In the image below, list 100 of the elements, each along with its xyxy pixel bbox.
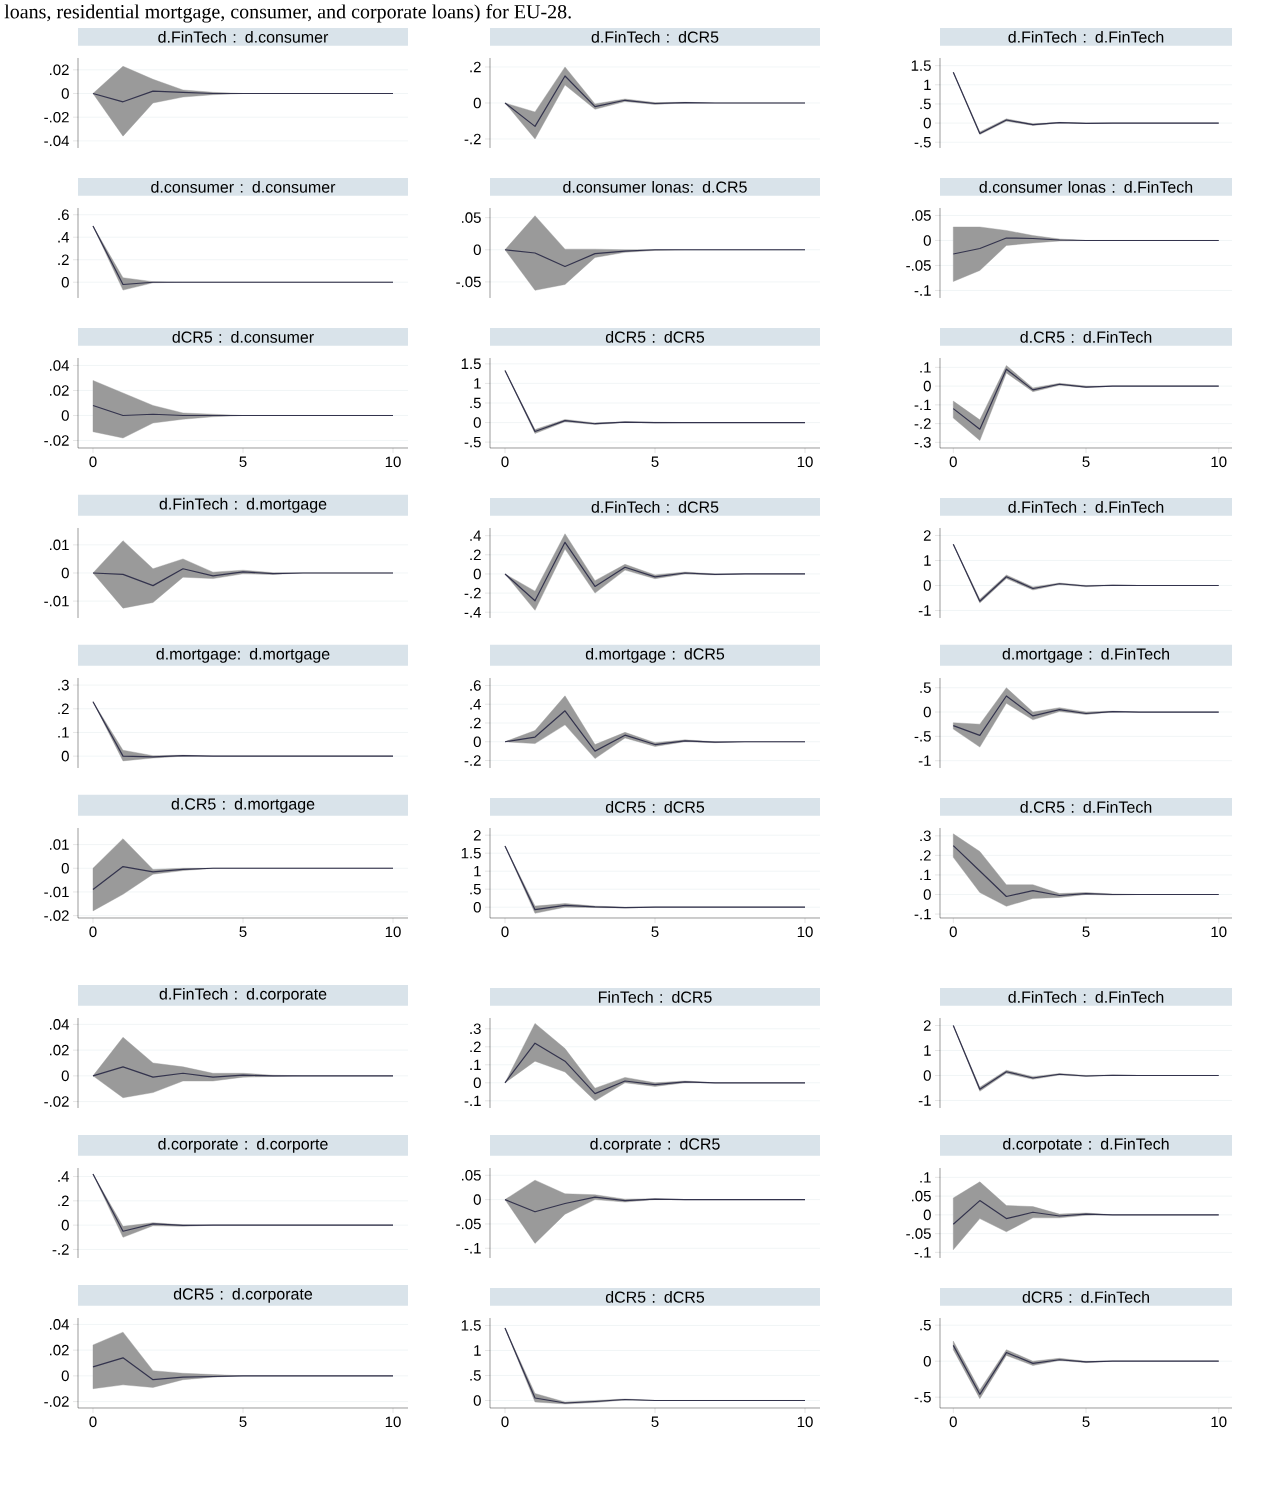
x-tick-label: 5: [651, 1416, 659, 1427]
y-tick-label: 0: [61, 862, 69, 874]
chart-title: d.CR5 : d.mortgage: [171, 797, 315, 813]
x-tick-label: 10: [797, 1416, 813, 1428]
y-tick-label: -.2: [464, 587, 481, 599]
y-tick-label: 1: [474, 1345, 481, 1356]
text: loans, residential mortgage, consumer, and corporate loans) for EU-28.: [4, 4, 571, 23]
y-tick-label: .3: [58, 679, 69, 691]
chart-title: dCR5 : d.consumer: [172, 331, 314, 343]
y-tick-label: -.02: [44, 435, 69, 446]
y-tick-label: .2: [920, 850, 931, 861]
y-tick-label: .01: [49, 839, 69, 850]
y-tick-label: 1.5: [461, 1320, 481, 1331]
y-tick-label: .2: [58, 254, 69, 265]
y-tick-label: .04: [49, 1019, 70, 1030]
x-tick-label: 0: [501, 926, 509, 938]
x-tick-label: 0: [89, 926, 97, 938]
x-tick-label: 10: [1211, 456, 1227, 468]
x-tick-label: 0: [949, 456, 957, 468]
chart-title: d.consumer : d.consumer: [151, 181, 336, 193]
chart-title: d.FinTech : d.mortgage: [159, 497, 327, 513]
y-tick-label: .5: [920, 98, 931, 110]
y-tick-label: -.02: [44, 910, 69, 921]
y-tick-label: .1: [58, 727, 69, 738]
y-tick-label: 0: [61, 1370, 69, 1382]
y-tick-label: 1: [474, 378, 481, 389]
y-tick-label: 0: [61, 750, 69, 762]
x-tick-label: 10: [797, 456, 813, 468]
chart-title: d.CR5 : d.FinTech: [1020, 331, 1152, 343]
y-tick-label: 1: [924, 555, 931, 566]
x-tick-label: 10: [385, 926, 401, 938]
y-tick-label: 0: [61, 1219, 69, 1231]
x-tick-label: 10: [385, 456, 401, 468]
y-tick-label: -.5: [914, 137, 931, 148]
y-tick-label: -.2: [464, 755, 481, 766]
chart-title: d.consumer lonas : d.FinTech: [979, 181, 1193, 193]
y-tick-label: -1: [918, 605, 931, 616]
y-tick-label: -.2: [464, 133, 481, 145]
y-tick-label: .4: [470, 699, 482, 710]
y-tick-label: 0: [923, 889, 931, 900]
y-tick-label: .05: [461, 1169, 481, 1181]
y-tick-label: 0: [473, 97, 481, 109]
chart-title: dCR5 : dCR5: [605, 1291, 705, 1303]
chart-title: d.corpotate : d.FinTech: [1003, 1137, 1169, 1153]
y-tick-label: 1: [924, 79, 931, 90]
y-tick-label: -.05: [456, 1218, 481, 1230]
y-tick-label: .01: [49, 539, 69, 551]
chart-title: d.CR5 : d.FinTech: [1020, 801, 1152, 813]
chart-title: FinTech : dCR5: [598, 991, 712, 1003]
y-tick-label: -1: [918, 1095, 931, 1106]
chart-title: d.consumer lonas: d.CR5: [563, 181, 747, 193]
y-tick-label: .6: [470, 680, 481, 691]
x-tick-label: 0: [949, 926, 957, 938]
y-tick-label: -.1: [464, 1243, 481, 1254]
x-tick-label: 5: [1082, 926, 1090, 937]
chart-title: dCR5 : dCR5: [605, 331, 705, 343]
y-tick-label: 0: [923, 1209, 931, 1221]
y-tick-label: 0: [473, 736, 481, 748]
y-tick-label: 1.5: [461, 358, 481, 370]
y-tick-label: 2: [923, 1020, 931, 1031]
y-tick-label: 0: [923, 1070, 931, 1081]
y-tick-label: 0: [473, 1194, 481, 1205]
x-tick-label: 0: [89, 456, 97, 468]
y-tick-label: -.01: [44, 886, 69, 898]
y-tick-label: -.5: [914, 1391, 931, 1403]
x-tick-label: 5: [1082, 456, 1090, 467]
y-tick-label: .04: [49, 360, 70, 371]
chart-title: dCR5 : dCR5: [605, 801, 705, 813]
y-tick-label: -.05: [906, 260, 931, 271]
x-tick-label: 10: [385, 1416, 401, 1428]
y-tick-label: .02: [49, 385, 69, 396]
y-tick-label: .2: [58, 1195, 69, 1207]
y-tick-label: .02: [49, 1344, 69, 1356]
y-tick-label: -.1: [464, 1095, 481, 1106]
y-tick-label: .05: [461, 212, 481, 223]
y-tick-label: -.5: [914, 731, 931, 742]
x-tick-label: 10: [1211, 1416, 1227, 1428]
x-tick-label: 5: [239, 1416, 247, 1427]
y-tick-label: 0: [473, 568, 481, 580]
y-tick-label: -.1: [914, 399, 931, 411]
y-tick-label: .04: [49, 1319, 70, 1330]
chart-title: d.FinTech : d.FinTech: [1008, 991, 1164, 1003]
y-tick-label: .4: [58, 1171, 70, 1182]
x-tick-label: 10: [1211, 926, 1227, 938]
y-tick-label: 0: [923, 380, 931, 392]
x-tick-label: 5: [239, 926, 247, 937]
y-tick-label: .1: [920, 869, 931, 881]
y-tick-label: 0: [923, 235, 931, 246]
y-tick-label: 0: [923, 117, 931, 129]
chart-title: d.FinTech : dCR5: [591, 501, 719, 513]
y-tick-label: .4: [470, 530, 482, 541]
y-tick-label: .6: [58, 209, 69, 221]
x-tick-label: 5: [1082, 1416, 1090, 1427]
y-tick-label: 0: [923, 1355, 931, 1367]
y-tick-label: .2: [470, 1041, 481, 1053]
y-tick-label: 0: [61, 410, 69, 421]
y-tick-label: .2: [470, 61, 481, 73]
y-tick-label: .05: [911, 1190, 931, 1202]
y-tick-label: .5: [920, 1319, 931, 1331]
chart-title: d.mortgage: d.mortgage: [156, 647, 330, 663]
